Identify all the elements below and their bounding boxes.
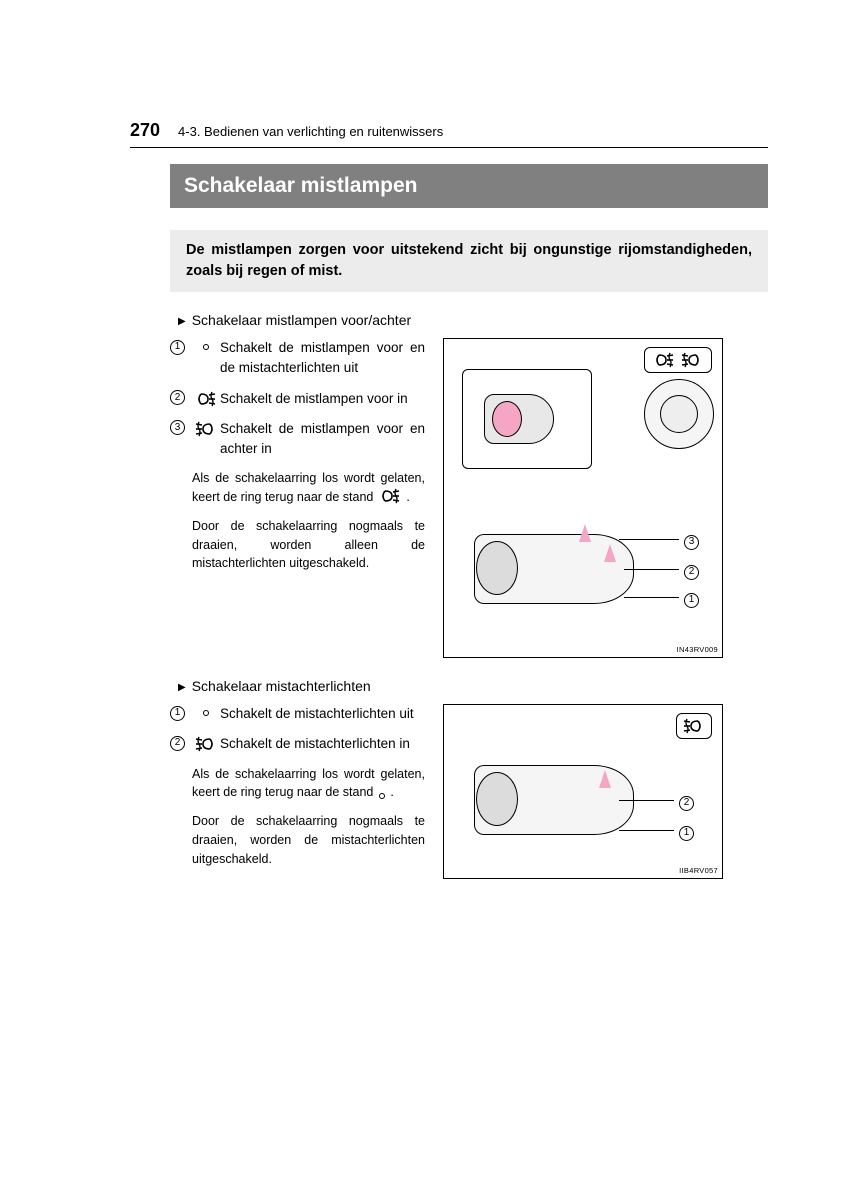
list-item: 2 Schakelt de mistlampen voor in (170, 389, 425, 409)
front-fog-icon (653, 352, 675, 368)
item-text: Schakelt de mistlampen voor en de mistac… (220, 338, 425, 379)
header-rule (130, 147, 768, 148)
rear-fog-icon (192, 419, 220, 460)
item-number: 2 (170, 736, 185, 751)
rear-fog-icon (683, 718, 705, 734)
intro-box: De mistlampen zorgen voor uitstekend zic… (170, 230, 768, 292)
list-item: 3 Schakelt de mistlampen voor en achter … (170, 419, 425, 460)
front-fog-icon (379, 488, 401, 504)
item-number: 3 (170, 420, 185, 435)
note-text: Als de schakelaarring los wordt gelaten,… (192, 765, 425, 803)
item-text: Schakelt de mistlampen voor in (220, 389, 425, 409)
off-icon (379, 793, 385, 799)
list-item: 2 Schakelt de mistachterlichten in (170, 734, 425, 754)
section2-text-column: 1 Schakelt de mistachterlichten uit 2 Sc… (170, 704, 425, 885)
section2-diagram: 2 1 IIB4RV057 (443, 704, 723, 879)
item-number: 1 (170, 340, 185, 355)
note-text: Door de schakelaarring nogmaals te draai… (192, 812, 425, 868)
rear-fog-icon (681, 352, 703, 368)
item-text: Schakelt de mistachterlichten uit (220, 704, 425, 724)
image-code: IN43RV009 (677, 645, 718, 654)
section-path: 4-3. Bedienen van verlichting en ruitenw… (178, 124, 443, 139)
off-icon (192, 338, 220, 379)
list-item: 1 Schakelt de mistlampen voor en de mist… (170, 338, 425, 379)
section1-text-column: 1 Schakelt de mistlampen voor en de mist… (170, 338, 425, 664)
section1-diagram: 3 2 1 IN43RV009 (443, 338, 723, 658)
rear-fog-icon (192, 734, 220, 754)
front-fog-icon (192, 389, 220, 409)
page-number: 270 (130, 120, 160, 141)
item-number: 1 (170, 706, 185, 721)
page-header: 270 4-3. Bedienen van verlichting en rui… (130, 120, 768, 141)
item-number: 2 (170, 390, 185, 405)
list-item: 1 Schakelt de mistachterlichten uit (170, 704, 425, 724)
note-text: Door de schakelaarring nogmaals te draai… (192, 517, 425, 573)
section1-heading: Schakelaar mistlampen voor/achter (178, 312, 768, 328)
page-title: Schakelaar mistlampen (170, 164, 768, 208)
section2-heading: Schakelaar mistachterlichten (178, 678, 768, 694)
item-text: Schakelt de mistachterlichten in (220, 734, 425, 754)
item-text: Schakelt de mistlampen voor en achter in (220, 419, 425, 460)
image-code: IIB4RV057 (679, 866, 718, 875)
off-icon (192, 704, 220, 724)
note-text: Als de schakelaarring los wordt gelaten,… (192, 469, 425, 507)
